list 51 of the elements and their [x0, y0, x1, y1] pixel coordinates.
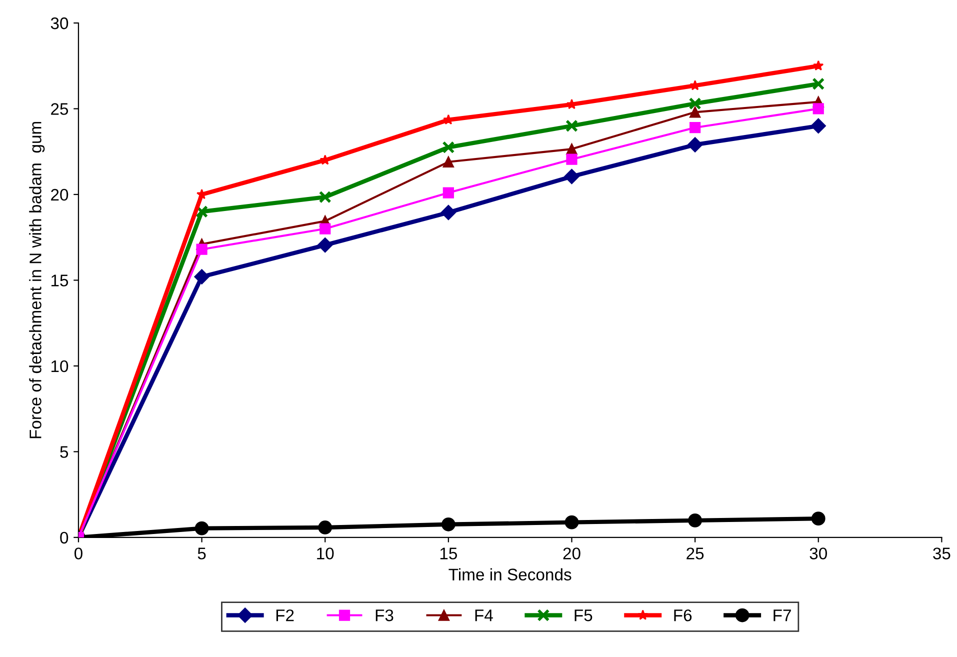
point — [566, 154, 578, 165]
point — [564, 515, 579, 530]
legend-label: F5 — [574, 610, 592, 622]
point — [812, 103, 824, 114]
y-tick-label: 0 — [60, 532, 68, 544]
legend-label: F6 — [674, 609, 692, 622]
legend-label: F4 — [475, 610, 493, 622]
point — [688, 97, 702, 110]
x-tick-label: 5 — [198, 548, 206, 560]
point — [194, 521, 209, 536]
y-tick-label: 25 — [51, 103, 68, 115]
y-tick-label: 10 — [51, 360, 68, 372]
x-tick-label: 0 — [74, 548, 82, 560]
x-tick-label: 10 — [317, 548, 334, 560]
point — [318, 190, 332, 204]
y-axis-title: Force of detachment in N with badam gum — [29, 122, 45, 438]
y-tick-label: 5 — [60, 446, 68, 458]
x-tick-label: 35 — [933, 548, 950, 560]
point — [812, 78, 825, 90]
x-tick-label: 30 — [810, 548, 827, 560]
point — [320, 223, 331, 234]
y-tick-label: 30 — [50, 17, 68, 30]
point — [688, 514, 702, 528]
point — [566, 143, 578, 155]
point — [320, 154, 330, 165]
legend-label: F2 — [276, 609, 294, 622]
point — [565, 120, 578, 132]
point — [690, 122, 701, 134]
point — [810, 118, 826, 134]
point — [194, 269, 210, 284]
point — [564, 168, 580, 184]
point — [440, 204, 456, 220]
point — [318, 237, 333, 253]
y-tick-label: 20 — [51, 188, 68, 201]
point — [318, 520, 332, 534]
point — [196, 244, 208, 255]
point — [442, 141, 455, 154]
point — [442, 187, 454, 198]
x-axis-title: Time in Seconds — [448, 568, 572, 580]
point — [690, 106, 701, 118]
point — [687, 137, 703, 152]
y-tick-label: 15 — [51, 274, 68, 286]
legend-label: F7 — [774, 610, 791, 622]
x-tick-label: 20 — [563, 548, 580, 560]
point — [442, 156, 454, 168]
x-tick-label: 15 — [440, 548, 457, 560]
point — [441, 517, 456, 532]
point — [811, 512, 826, 526]
legend-label: F3 — [376, 609, 394, 622]
point — [813, 60, 824, 70]
x-tick-label: 25 — [686, 548, 704, 560]
